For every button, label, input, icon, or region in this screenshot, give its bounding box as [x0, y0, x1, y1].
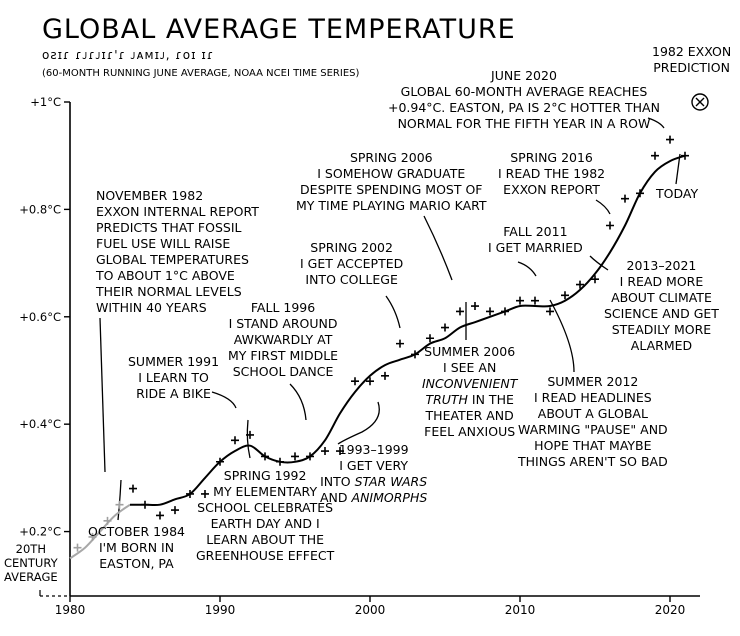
data-point [321, 447, 329, 456]
annotation-fall2011: FALL 2011 I GET MARRIED [488, 224, 583, 255]
x-tick-label: 1990 [205, 603, 236, 617]
leader-nov1982 [99, 317, 106, 473]
data-point [636, 189, 644, 198]
annotation-spr1992: SPRING 1992 MY ELEMENTARY SCHOOL CELEBRA… [196, 468, 335, 563]
data-point [276, 457, 284, 466]
leader-y1993 [337, 401, 380, 445]
data-point [651, 151, 659, 160]
leader-spr2016 [595, 199, 611, 215]
data-point [246, 430, 254, 439]
smooth-line-before-birth [69, 503, 131, 560]
annotation-sum2012: SUMMER 2012 I READ HEADLINES ABOUT A GLO… [518, 374, 668, 469]
data-point [141, 500, 149, 509]
annotation-sum2006: SUMMER 2006 I SEE AN INCONVENIENT TRUTH … [422, 344, 518, 439]
leader-jun2020 [647, 117, 665, 129]
data-point [88, 532, 97, 541]
data-point [396, 339, 404, 348]
annotation-today: TODAY [656, 186, 699, 201]
data-point [115, 500, 124, 509]
x-tick-label: 1980 [55, 603, 86, 617]
data-point [216, 457, 224, 466]
axes: +0.2°C +0.4°C +0.6°C +0.8°C +1°C 1980 1990 2000… [19, 95, 700, 617]
x-tick-label: 2000 [355, 603, 386, 617]
data-point [306, 452, 314, 461]
annotation-spr2006: SPRING 2006 I SOMEHOW GRADUATE DESPITE S… [296, 150, 487, 213]
data-point [486, 307, 494, 316]
data-point [381, 371, 389, 380]
data-point [456, 307, 464, 316]
annotation-2013-2021: 2013–2021 I READ MORE ABOUT CLIMATE SCIE… [604, 258, 719, 353]
data-point [186, 489, 194, 498]
chart-subtitle: ᴏƨɪɾ ɾᴊɾᴊɪɾ'ɾ ᴊᴀᴍɪᴊ, ɾᴏɪ ɪɾ [42, 48, 215, 62]
data-point [336, 447, 344, 456]
annotation-leaders [99, 117, 681, 521]
data-point [576, 280, 584, 289]
smooth-line [129, 154, 686, 507]
leader-oct1984 [117, 479, 122, 521]
y-tick-label: +0.6°C [19, 310, 61, 324]
annotation-1993-1999: 1993–1999 I GET VERY INTO STAR WARS AND … [320, 442, 428, 505]
annotation-jun2020: JUNE 2020 GLOBAL 60-MONTH AVERAGE REACHE… [388, 68, 660, 131]
data-point [606, 221, 614, 230]
data-point [201, 489, 209, 498]
data-point [129, 484, 137, 493]
data-point [171, 506, 179, 515]
y-tick-label: +1°C [30, 95, 61, 109]
data-point [501, 307, 509, 316]
data-point [516, 296, 524, 305]
series-points [73, 135, 689, 552]
data-point [531, 296, 539, 305]
annotation-spr2016: SPRING 2016 I READ THE 1982 EXXON REPORT [498, 150, 606, 197]
data-point [681, 151, 689, 160]
leader-spr2002 [385, 295, 401, 329]
data-point [666, 135, 674, 144]
y-tick-label: +0.2°C [19, 525, 61, 539]
data-point [103, 516, 112, 525]
chart-title: GLOBAL AVERAGE TEMPERATURE [42, 14, 516, 45]
data-point [351, 377, 359, 386]
exxon-marker-circle [691, 93, 709, 111]
data-point [441, 323, 449, 332]
leader-fall2011 [517, 261, 537, 277]
annotation-fall1996: FALL 1996 I STAND AROUND AWKWARDLY AT MY… [228, 300, 339, 379]
source-note: (60-MONTH RUNNING JUNE AVERAGE, NOAA NCE… [42, 68, 360, 79]
data-point [591, 275, 599, 284]
leader-spr2006 [423, 215, 453, 281]
data-point [366, 377, 374, 386]
annotation-nov1982: NOVEMBER 1982 EXXON INTERNAL REPORT PRED… [96, 188, 259, 315]
annotation-spr2002: SPRING 2002 I GET ACCEPTED INTO COLLEGE [300, 240, 404, 287]
baseline-label: 20TH CENTURY AVERAGE [4, 542, 58, 584]
leader-sum2012 [549, 299, 575, 373]
data-point [561, 291, 569, 300]
data-point [411, 350, 419, 359]
leader-today [675, 153, 681, 185]
leader-y2013 [589, 255, 609, 271]
y-tick-label: +0.4°C [19, 417, 61, 431]
exxon-prediction-marker [691, 93, 709, 111]
data-point [546, 307, 554, 316]
data-point [621, 194, 629, 203]
exxon-marker-cross [695, 97, 705, 107]
data-point [156, 511, 164, 520]
y-tick-label: +0.8°C [19, 202, 61, 216]
annotation-oct1984: OCTOBER 1984 I'M BORN IN EASTON, PA [88, 524, 185, 571]
leader-sum1991 [211, 391, 237, 409]
data-point [231, 436, 239, 445]
leader-fall1996 [289, 383, 307, 421]
leader-spr1992 [246, 419, 251, 459]
exxon-prediction-label: 1982 EXXON PREDICTION [652, 44, 732, 75]
x-tick-label: 2010 [505, 603, 536, 617]
data-point [291, 452, 299, 461]
data-point [426, 334, 434, 343]
data-point [471, 302, 479, 311]
annotation-sum1991: SUMMER 1991 I LEARN TO RIDE A BIKE [128, 354, 220, 401]
data-point [261, 452, 269, 461]
x-tick-label: 2020 [655, 603, 686, 617]
data-point [73, 543, 82, 552]
series-lines [69, 154, 686, 560]
